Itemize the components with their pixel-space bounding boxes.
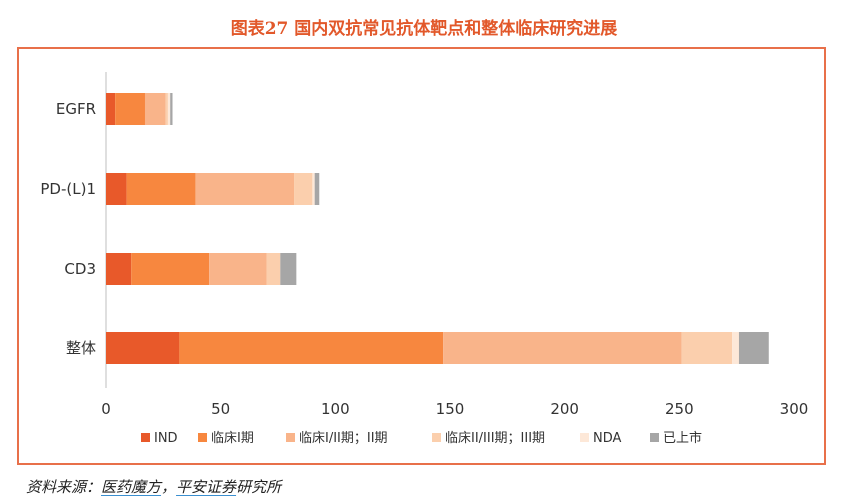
x-tick-label: 200	[550, 400, 579, 418]
bar-segment-2-1	[131, 253, 210, 285]
bar-segment-2-2	[209, 253, 267, 285]
bar-segment-1-2	[195, 173, 295, 205]
bar-segment-3-2	[443, 332, 682, 364]
bar-segment-2-0	[106, 253, 132, 285]
bar-segment-1-1	[126, 173, 196, 205]
source-prefix: 资料来源：	[26, 478, 102, 496]
x-tick-label: 300	[780, 400, 809, 418]
legend-label: IND	[154, 431, 178, 446]
bar-segment-0-2	[144, 93, 166, 125]
y-tick-label: CD3	[64, 260, 96, 278]
x-tick-label: 0	[101, 400, 111, 418]
legend-label: 临床II/III期；III期	[445, 431, 545, 446]
y-tick-label: 整体	[66, 339, 96, 357]
legend-label: 已上市	[663, 430, 702, 446]
bar-segment-3-4	[732, 332, 739, 364]
chart-title: 图表27 国内双抗常见抗体靶点和整体临床研究进展	[230, 19, 618, 39]
bar-segment-0-0	[106, 93, 116, 125]
bar-segment-0-3	[165, 93, 168, 125]
x-tick-label: 100	[321, 400, 350, 418]
x-tick-label: 250	[665, 400, 694, 418]
bar-segment-0-5	[170, 93, 173, 125]
bar-segment-0-1	[115, 93, 145, 125]
legend-swatch	[286, 433, 295, 442]
source-name-1: 医药魔方	[101, 478, 162, 496]
bar-segment-3-0	[106, 332, 180, 364]
legend-swatch	[650, 433, 659, 442]
bar-segment-2-3	[266, 253, 281, 285]
bar-segment-1-3	[294, 173, 313, 205]
bar-segment-1-4	[312, 173, 315, 205]
bar-segment-3-1	[179, 332, 444, 364]
legend-label: 临床I期	[211, 431, 254, 446]
bar-segment-3-5	[738, 332, 769, 364]
legend-label: 临床I/II期；II期	[299, 431, 388, 446]
y-tick-label: EGFR	[56, 100, 96, 118]
bar-segment-0-4	[167, 93, 171, 125]
bar-segment-1-0	[106, 173, 127, 205]
x-tick-label: 150	[436, 400, 465, 418]
source-separator: ，	[161, 478, 177, 496]
source-suffix: 研究所	[236, 478, 282, 496]
bar-segment-3-3	[681, 332, 733, 364]
legend-label: NDA	[593, 431, 622, 446]
source-name-2: 平安证券	[176, 478, 237, 496]
bar-segment-1-5	[314, 173, 320, 205]
x-tick-label: 50	[211, 400, 230, 418]
y-tick-label: PD-(L)1	[40, 180, 96, 198]
source-note: 资料来源：医药魔方，平安证券研究所	[26, 476, 281, 497]
legend-swatch	[432, 433, 441, 442]
bar-segment-2-5	[280, 253, 297, 285]
legend-swatch	[141, 433, 150, 442]
legend-swatch	[198, 433, 207, 442]
legend-swatch	[580, 433, 589, 442]
chart-frame	[17, 47, 826, 465]
